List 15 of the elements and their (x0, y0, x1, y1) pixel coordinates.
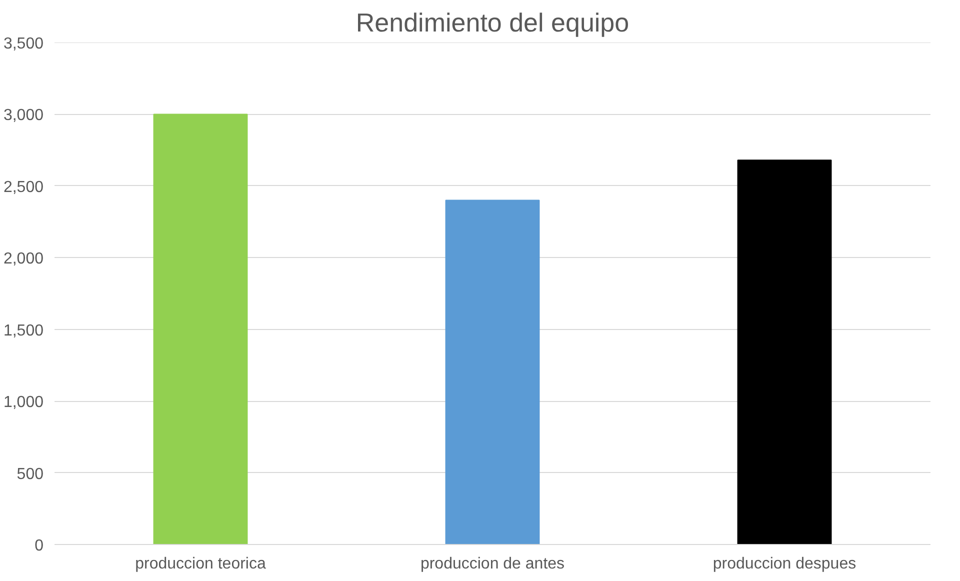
y-tick-label: 0 (34, 538, 44, 554)
chart-title: Rendimiento del equipo (356, 8, 630, 38)
bar (153, 114, 248, 544)
x-tick-label: produccion de antes (420, 556, 565, 572)
bar (737, 160, 832, 544)
y-tick-label: 3,500 (3, 36, 44, 52)
y-tick-label: 2,500 (3, 178, 44, 196)
y-tick-label: 3,000 (3, 107, 44, 124)
y-tick-label: 500 (16, 466, 44, 483)
y-tick-label: 1,500 (3, 322, 44, 340)
y-tick-label: 2,000 (3, 250, 44, 268)
bar (445, 200, 540, 544)
x-tick-label: produccion despues (712, 556, 856, 572)
x-tick-label: produccion teorica (135, 556, 266, 572)
y-tick-label: 1,000 (3, 394, 44, 412)
